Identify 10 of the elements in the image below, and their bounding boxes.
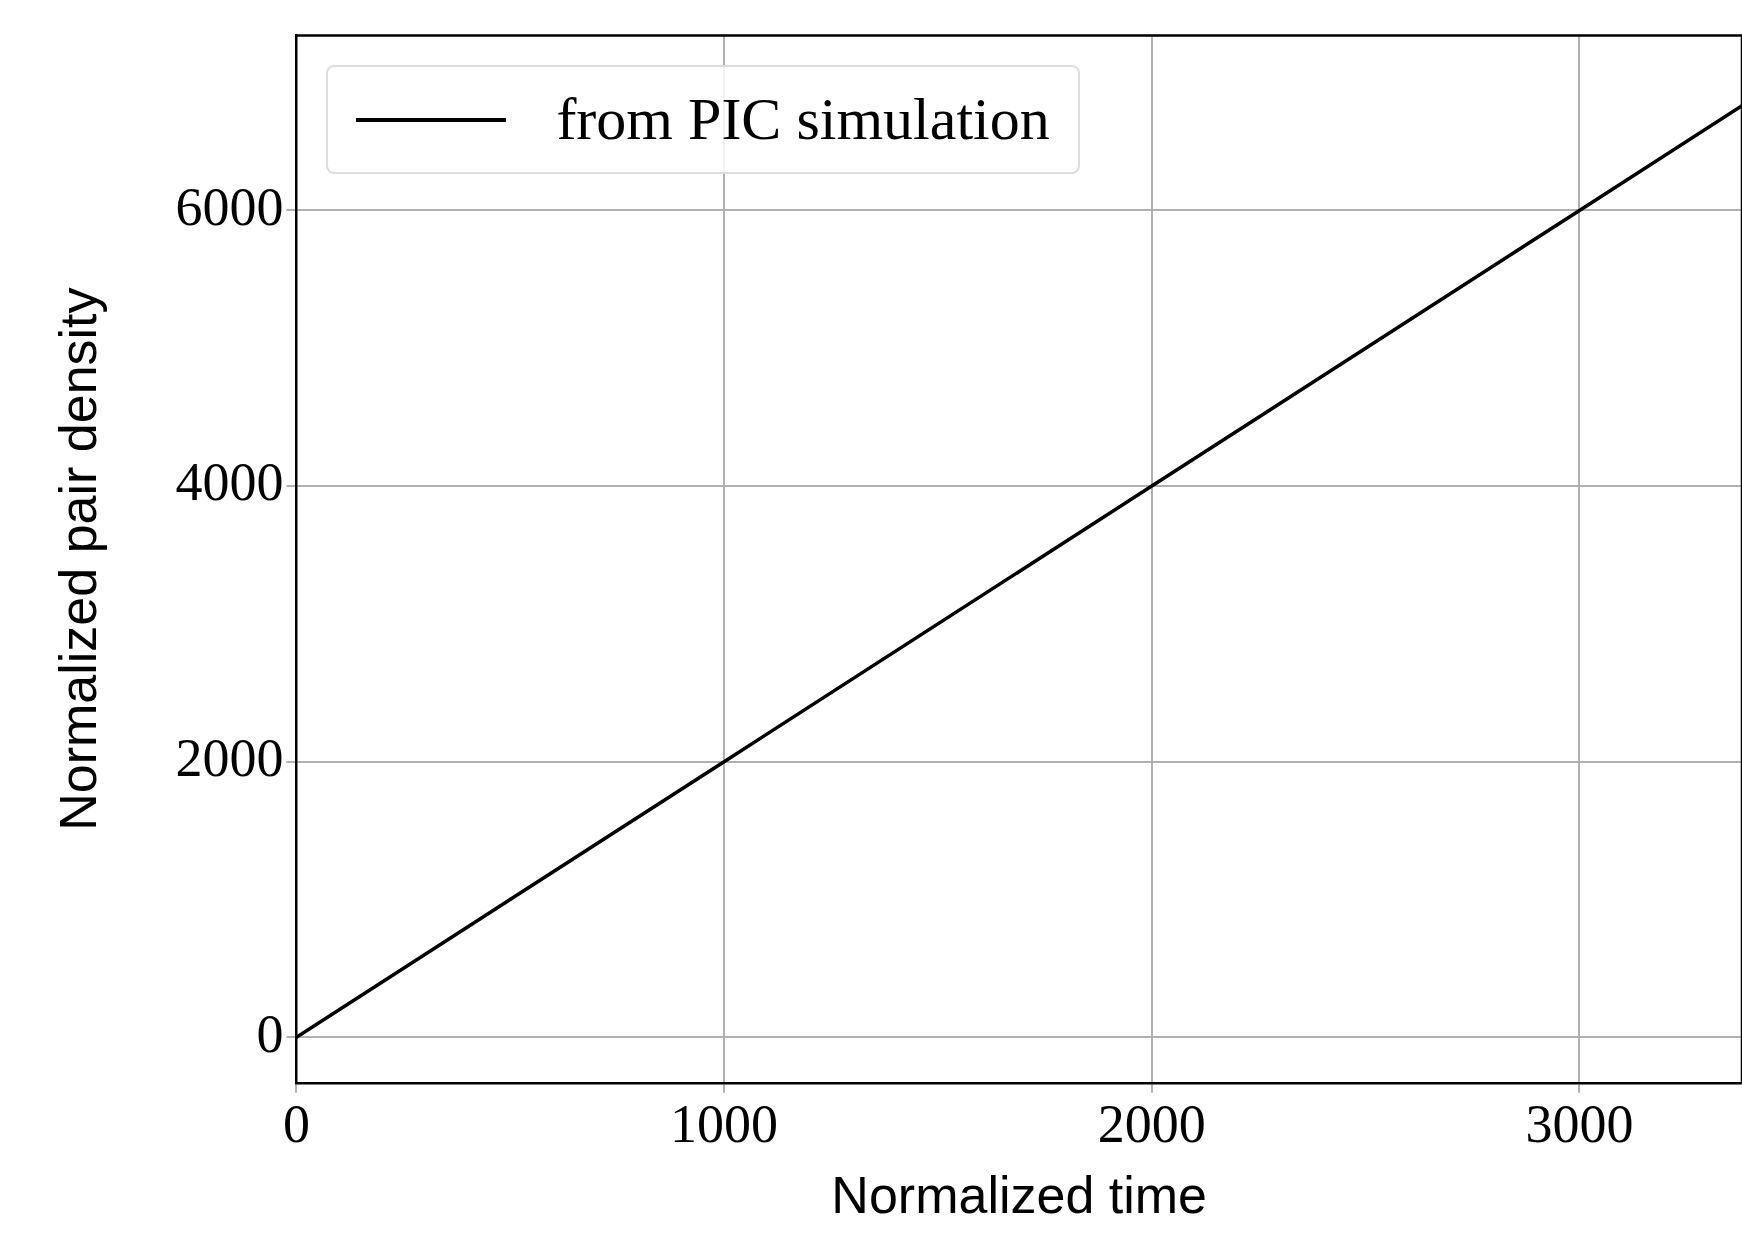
x-axis-title: Normalized time [831, 1166, 1208, 1225]
x-tick-label: 3000 [1525, 1094, 1634, 1155]
y-axis-title: Normalized pair density [48, 287, 107, 831]
x-tick-label: 1000 [670, 1094, 779, 1155]
legend-label: from PIC simulation [556, 85, 1050, 155]
y-tick-label: 0 [256, 1003, 284, 1064]
y-tick-label: 2000 [175, 727, 284, 788]
y-tick-label: 6000 [175, 176, 284, 237]
x-tick-label: 2000 [1097, 1094, 1206, 1155]
y-tick-label: 4000 [175, 452, 284, 513]
